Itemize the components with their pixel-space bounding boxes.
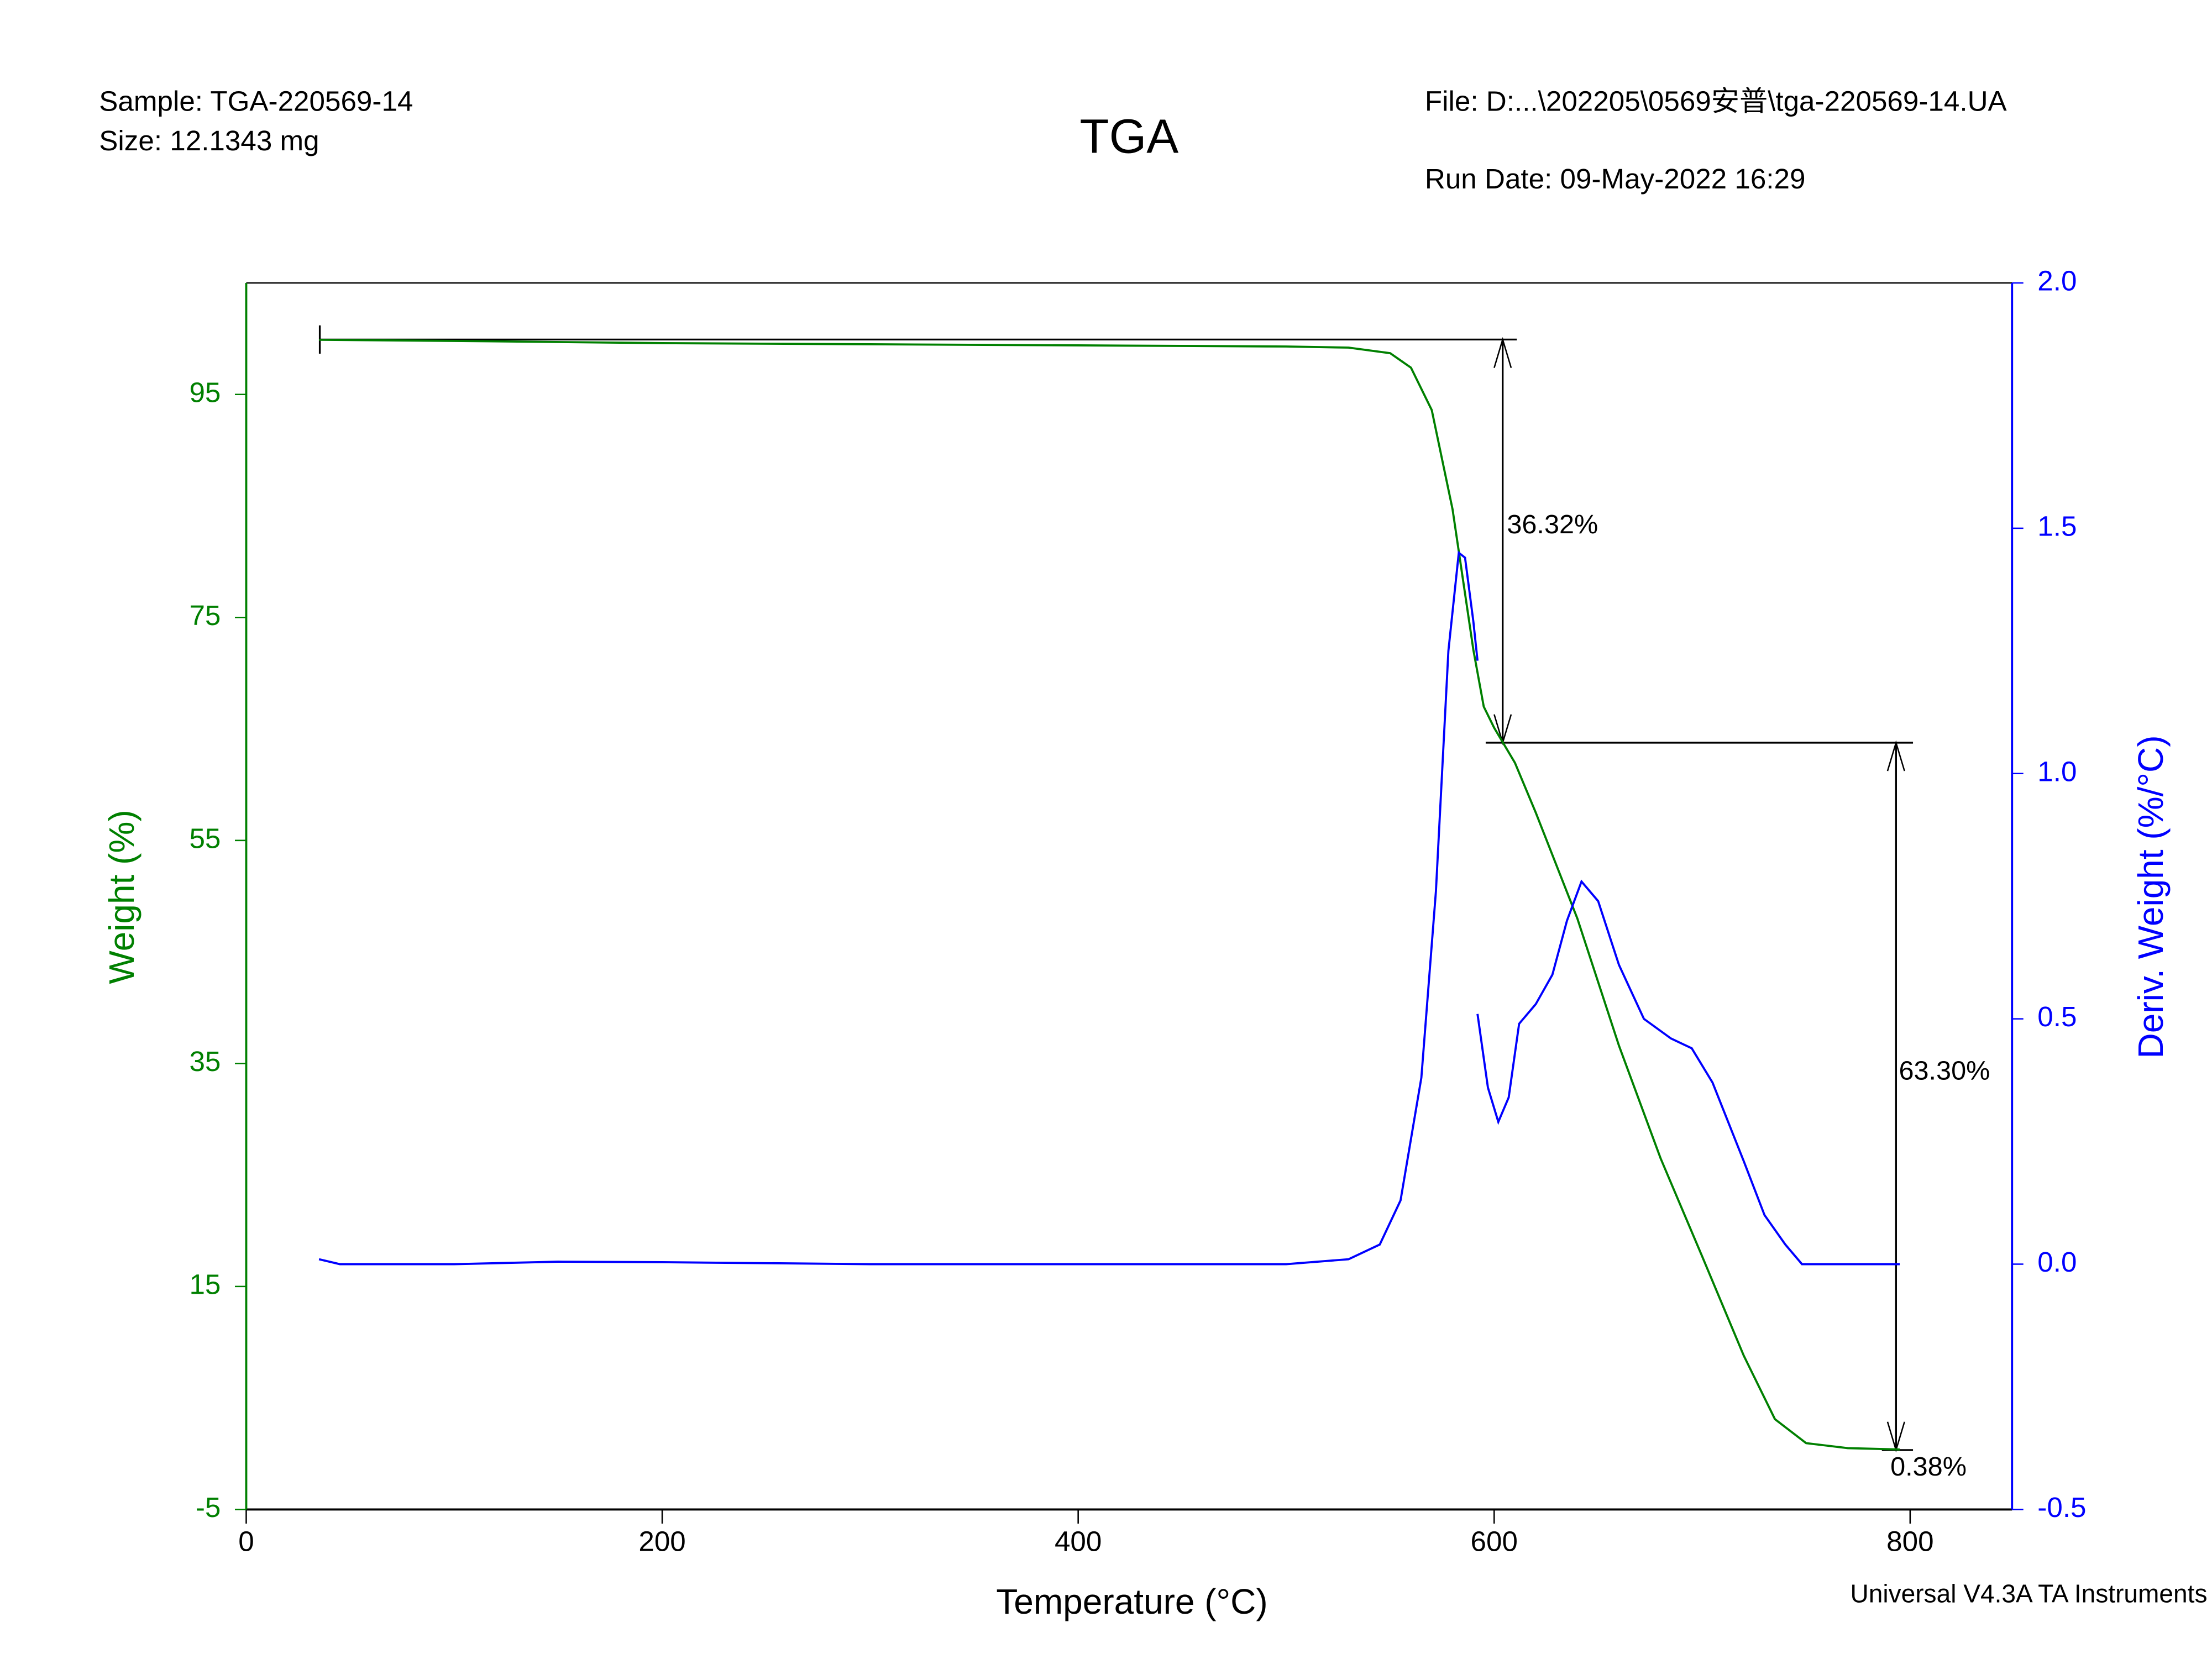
footer: Universal V4.3A TA Instruments [1850,1579,2207,1608]
annotation: 36.32% [1507,510,1598,539]
x-tick-label: 600 [1471,1525,1518,1557]
y-tick-label: 55 [189,822,221,854]
step-annotation [318,325,1914,1453]
chart-title: TGA [1079,109,1178,163]
run-date: Run Date: 09-May-2022 16:29 [1425,163,1806,195]
y-tick-label: 35 [189,1046,221,1077]
size: Size: 12.1343 mg [99,125,319,156]
x-axis-label: Temperature (°C) [996,1582,1267,1621]
y-tick-label: 75 [189,600,221,631]
y-tick-label: -5 [196,1492,221,1523]
annotation: 63.30% [1899,1056,1990,1085]
data-line [318,550,1900,1266]
x-tick-label: 0 [238,1525,254,1557]
y2-tick-label: 1.5 [2037,510,2077,542]
x-tick-label: 400 [1055,1525,1102,1557]
x-tick-label: 200 [638,1525,685,1557]
file: File: D:...\202205\0569安普\tga-220569-14.… [1425,85,2007,117]
y2-tick-label: 2.0 [2037,265,2077,296]
y2-tick-label: 1.0 [2037,755,2077,787]
y-tick-label: 15 [189,1268,221,1300]
y2-tick-label: 0.0 [2037,1246,2077,1278]
y2-tick-label: 0.5 [2037,1001,2077,1032]
y-tick-label: 95 [189,376,221,408]
x-tick-label: 800 [1886,1525,1933,1557]
y2-axis-label: Deriv. Weight (%/°C) [2131,736,2171,1059]
annotation: 0.38% [1890,1452,1967,1482]
y-axis-label: Weight (%) [102,810,141,984]
sample: Sample: TGA-220569-14 [99,85,413,117]
data-line [319,338,1900,1451]
y2-tick-label: -0.5 [2037,1492,2086,1523]
